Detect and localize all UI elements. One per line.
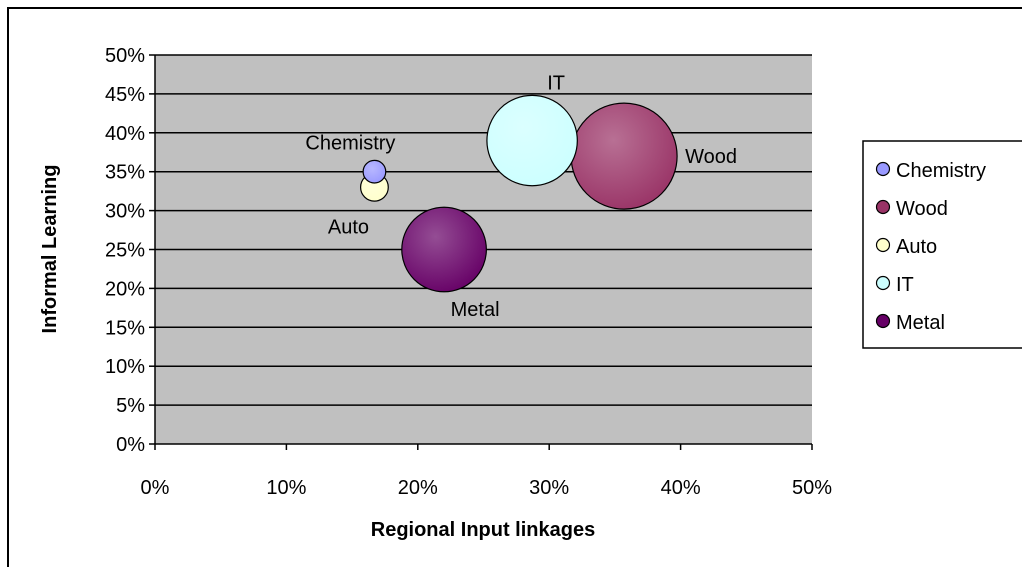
legend-label-auto: Auto [896, 236, 937, 258]
bubble-it [486, 94, 578, 187]
y-tick-label: 5% [116, 395, 145, 417]
x-tick-label: 10% [266, 477, 306, 499]
bubble-label-auto: Auto [328, 216, 369, 238]
legend-marker-auto [875, 237, 891, 253]
bubbles [359, 94, 678, 293]
bubble-chemistry [362, 159, 387, 184]
y-tick-label: 30% [105, 201, 145, 223]
y-tick-label: 50% [105, 45, 145, 67]
y-tick-label: 35% [105, 162, 145, 184]
legend-label-chemistry: Chemistry [896, 160, 986, 182]
bubble-label-it: IT [547, 72, 565, 94]
x-axis-title: Regional Input linkages [371, 519, 595, 541]
bubble-label-metal: Metal [451, 299, 500, 321]
y-tick-label: 45% [105, 84, 145, 106]
legend-marker-chemistry [875, 161, 891, 177]
bubble-metal [401, 206, 487, 293]
y-tick-label: 15% [105, 317, 145, 339]
legend-marker-wood [875, 199, 891, 215]
bubble-wood [570, 102, 678, 210]
legend-label-it: IT [896, 274, 914, 296]
x-tick-label: 20% [398, 477, 438, 499]
y-tick-label: 25% [105, 240, 145, 262]
y-tick-label: 40% [105, 123, 145, 145]
y-axis-ticks: 0% 5% 10% 15% 20% 25% 30% 35% 40% 45% 50% [105, 45, 155, 456]
y-tick-label: 20% [105, 278, 145, 300]
x-tick-label: 40% [661, 477, 701, 499]
y-tick-label: 10% [105, 356, 145, 378]
x-tick-label: 30% [529, 477, 569, 499]
x-tick-label: 50% [792, 477, 832, 499]
legend-marker-it [875, 275, 891, 291]
x-axis-ticks: 0% 10% 20% 30% 40% 50% [141, 444, 832, 499]
bubble-labels: Chemistry Wood Auto IT Metal [305, 72, 737, 320]
y-axis-title: Informal Learning [39, 165, 61, 334]
legend-label-metal: Metal [896, 312, 945, 334]
x-tick-label: 0% [141, 477, 170, 499]
legend-marker-metal [875, 313, 891, 329]
bubble-label-wood: Wood [685, 146, 737, 168]
y-tick-label: 0% [116, 434, 145, 456]
legend: Chemistry Wood Auto IT Metal [862, 140, 1022, 349]
bubble-label-chemistry: Chemistry [305, 133, 395, 155]
legend-label-wood: Wood [896, 198, 948, 220]
